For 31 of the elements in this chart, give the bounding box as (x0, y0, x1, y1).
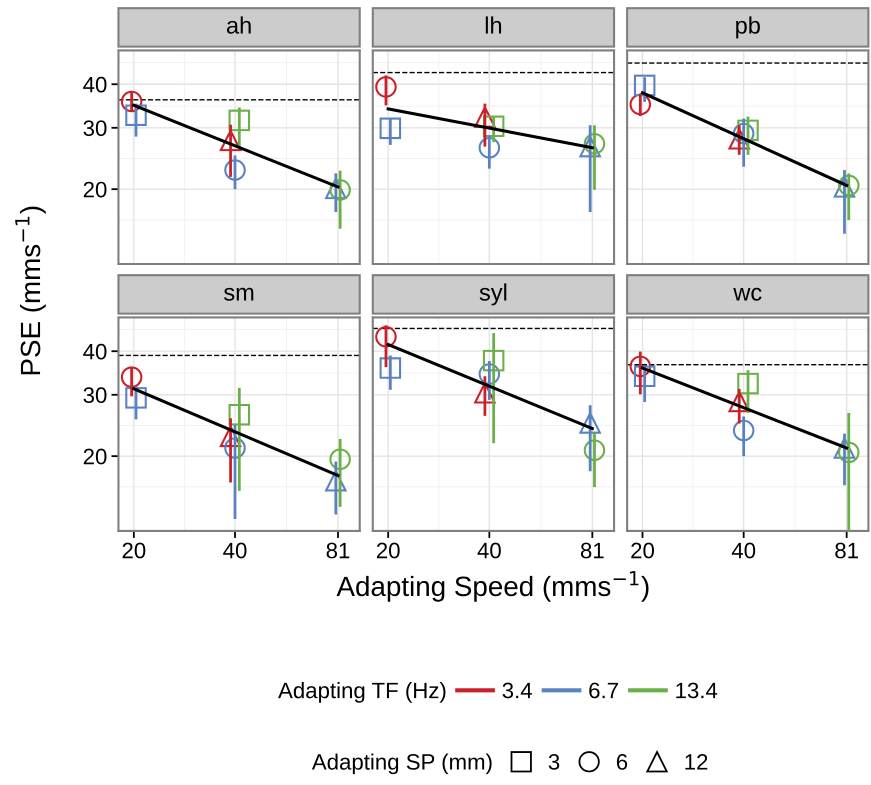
chart-title: sm (224, 288, 254, 301)
legend-label: 6.7 (589, 682, 618, 698)
y-tick-label: 20 (84, 448, 106, 464)
x-tick-label: 81 (580, 542, 604, 558)
x-tick-label: 81 (835, 542, 858, 558)
x-tick-label: 40 (223, 542, 246, 558)
legend-label: 12 (685, 754, 708, 770)
x-tick-label: 20 (376, 542, 400, 558)
chart-title: lh (486, 16, 502, 34)
chart-title: ah (226, 16, 251, 34)
legend-label: 6 (616, 754, 628, 770)
legend-label: 3 (548, 754, 560, 770)
x-tick-label: 81 (326, 542, 350, 558)
y-tick-label: 30 (83, 387, 106, 404)
y-tick-label: 30 (83, 120, 106, 136)
x-axis-title: Adapting Speed (mms$^{−1}$) (336, 571, 649, 602)
x-tick-label: 40 (732, 542, 756, 558)
chart-title: syl (480, 283, 506, 306)
x-tick-label: 20 (122, 542, 146, 558)
x-tick-label: 20 (631, 542, 654, 558)
x-tick-label: 40 (477, 542, 501, 558)
chart-title: pb (736, 16, 760, 38)
legend-label: 13.4 (676, 682, 718, 698)
legend-label: 3.4 (502, 682, 532, 698)
y-tick-label: 20 (84, 182, 106, 198)
y-axis-title: PSE (mms$^{−1}$) (15, 206, 46, 374)
text: Adapting TF (Hz) (278, 682, 446, 703)
chart-title: wc (733, 288, 762, 301)
y-tick-label: 40 (83, 76, 106, 93)
text: Adapting SP (mm) (312, 753, 492, 774)
y-tick-label: 40 (83, 344, 106, 360)
